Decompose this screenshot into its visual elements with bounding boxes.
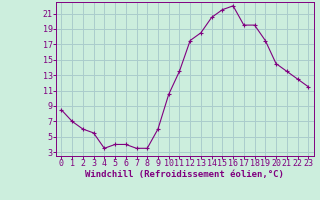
X-axis label: Windchill (Refroidissement éolien,°C): Windchill (Refroidissement éolien,°C) bbox=[85, 170, 284, 179]
